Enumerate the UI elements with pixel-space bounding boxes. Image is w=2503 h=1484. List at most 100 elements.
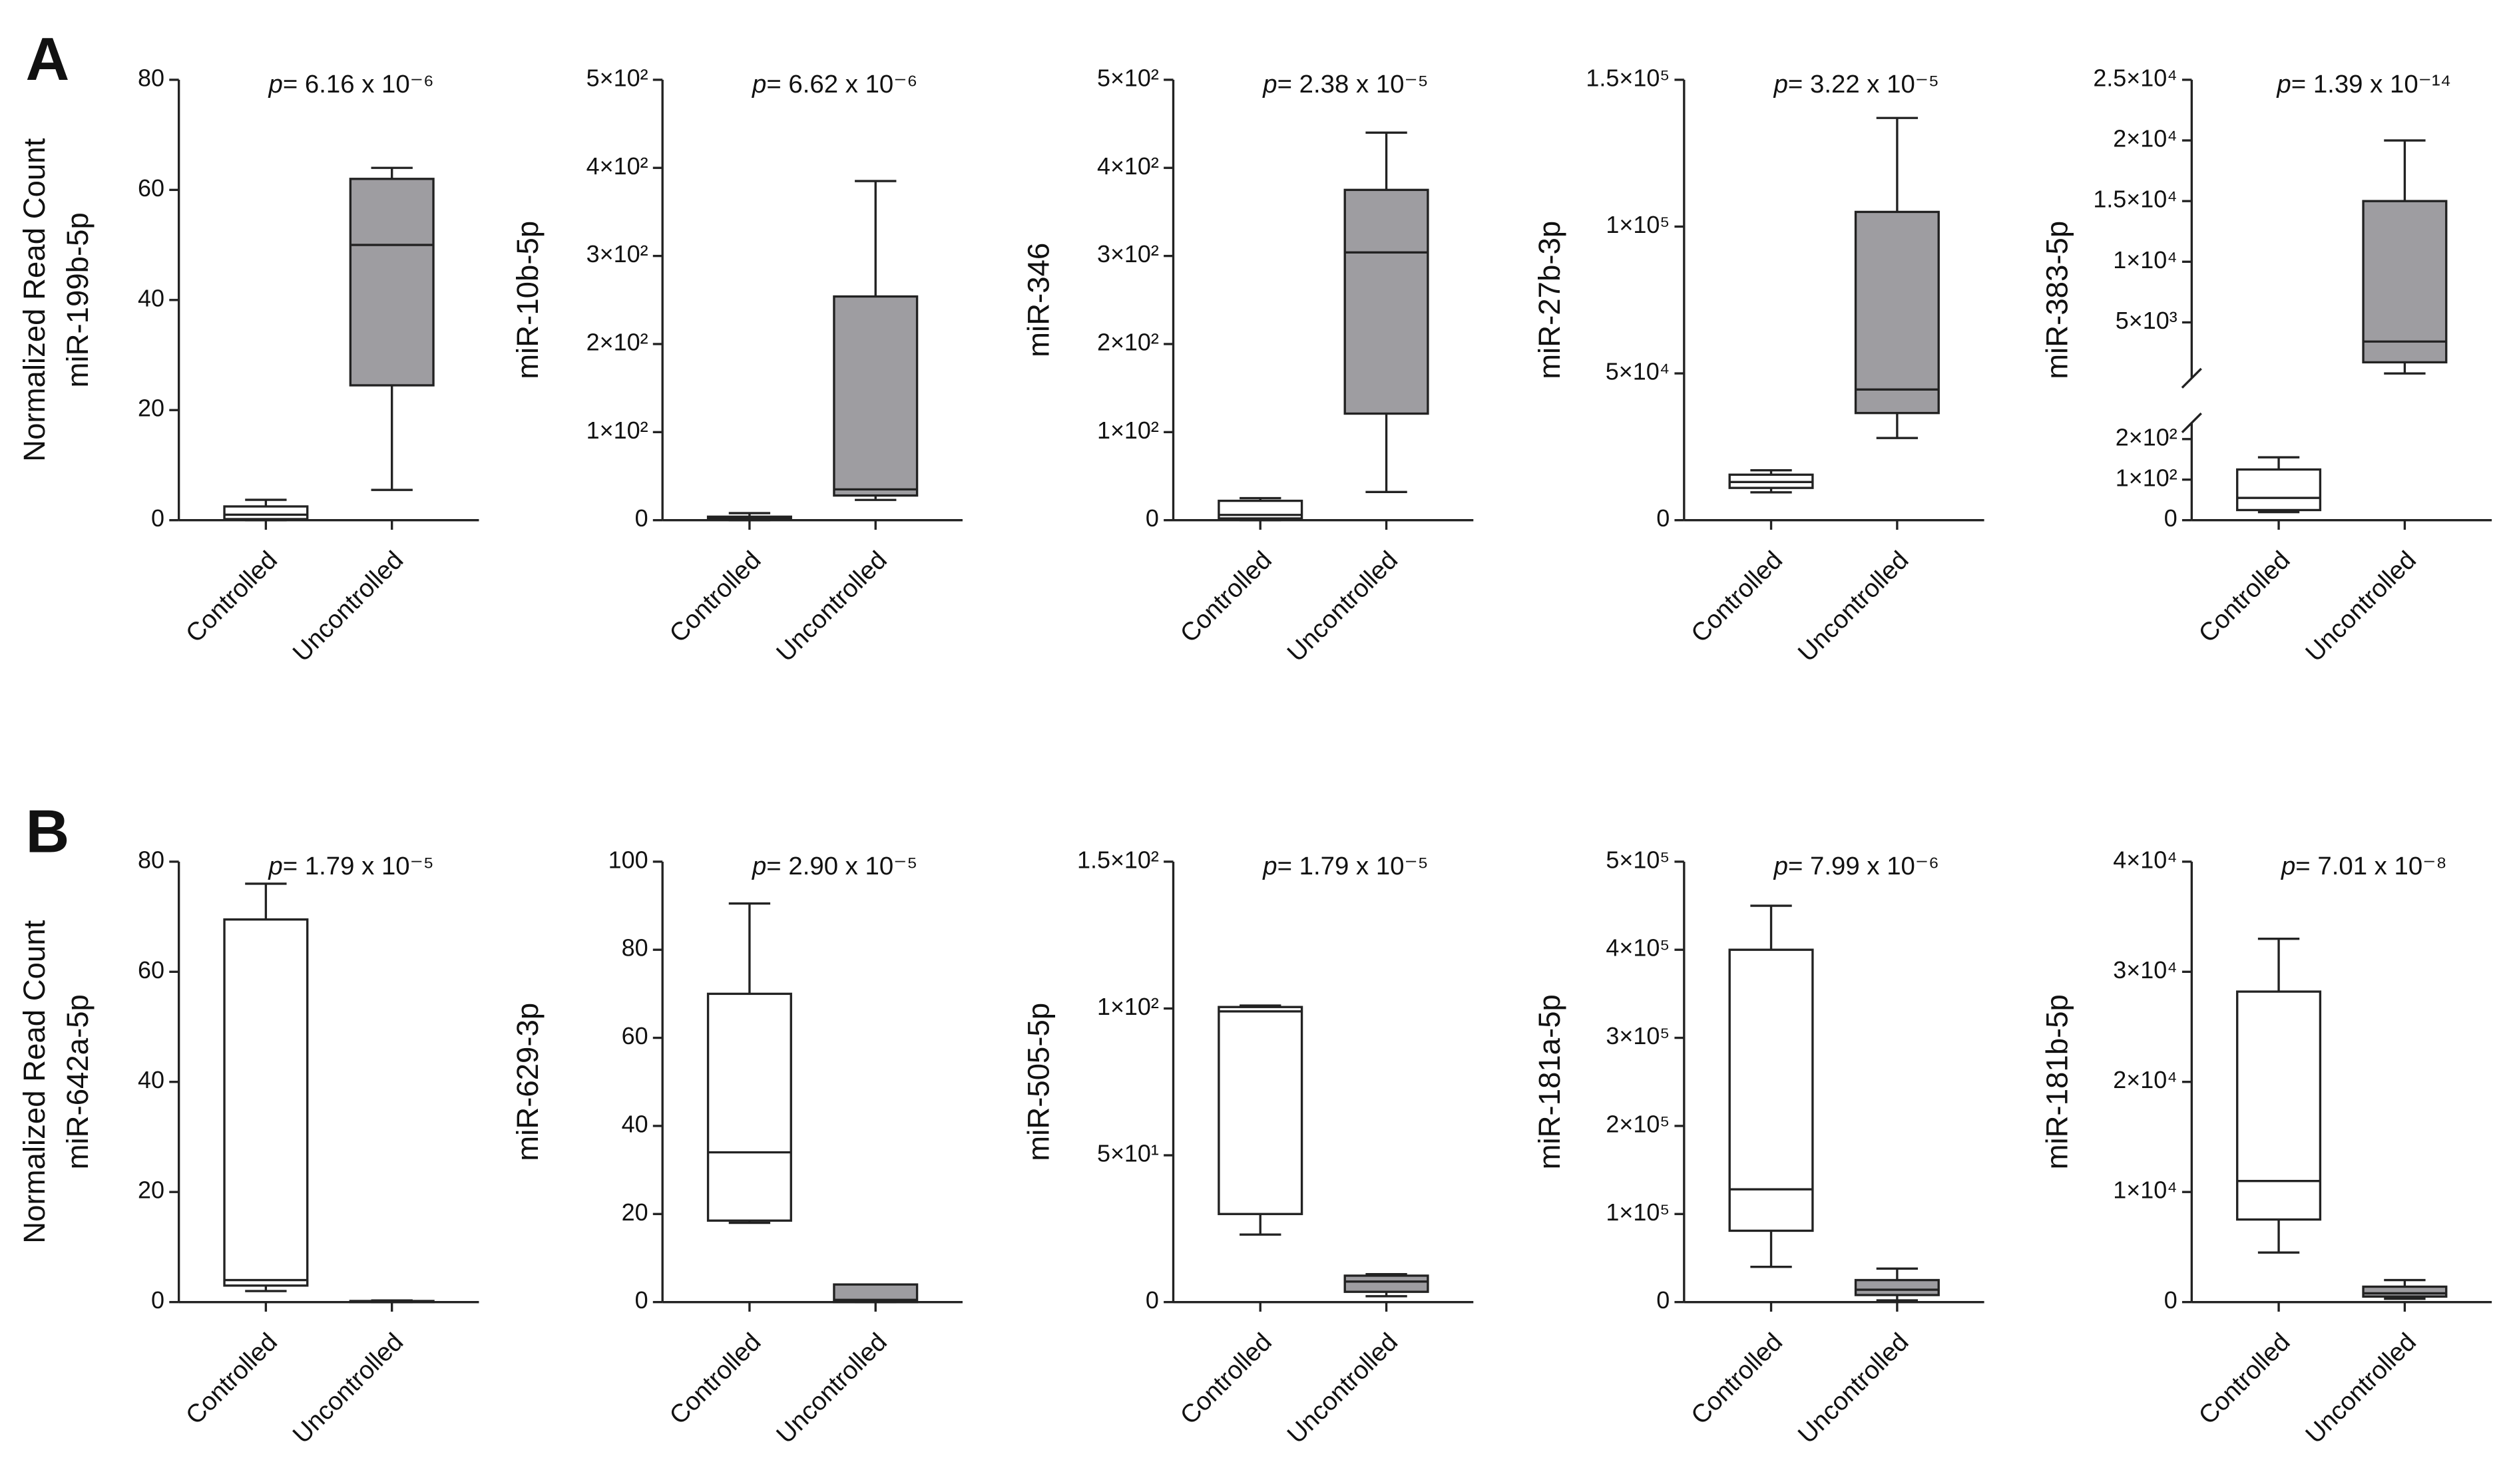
y-tick-label: 0: [635, 1286, 648, 1314]
x-tick-label: Controlled: [2193, 546, 2296, 648]
y-tick-label: 1×10²: [2116, 464, 2177, 491]
y-tick-label: 1.5×10⁵: [1586, 64, 1670, 91]
y-tick-label: 60: [138, 956, 164, 984]
y-tick-label: 0: [151, 504, 164, 532]
p-symbol: p: [1262, 852, 1277, 880]
p-text: = 6.16 x 10⁻⁶: [283, 70, 434, 98]
y-tick-label: 4×10²: [586, 152, 648, 180]
y-tick-label: 1.5×10²: [1077, 846, 1159, 873]
y-tick-label: 40: [138, 1066, 164, 1093]
x-tick-label: Controlled: [664, 546, 766, 648]
x-tick-label: Uncontrolled: [1793, 1328, 1915, 1449]
box: [833, 295, 919, 497]
y-axis-label: miR-346: [1021, 243, 1055, 357]
x-tick-label: Uncontrolled: [1281, 546, 1403, 667]
y-tick-label: 80: [138, 64, 164, 91]
panel-label: B: [25, 798, 69, 865]
box: [349, 178, 435, 387]
y-tick-label: 0: [635, 504, 648, 532]
y-tick-label: 0: [2164, 1286, 2177, 1314]
y-tick-label: 4×10⁴: [2113, 846, 2177, 873]
y-axis-label: miR-629-3p: [511, 1003, 545, 1161]
y-tick-label: 1×10⁵: [1606, 211, 1670, 238]
y-tick-label: 2.5×10⁴: [2093, 64, 2177, 91]
y-axis-label: miR-181a-5p: [1532, 994, 1566, 1169]
box: [1343, 188, 1429, 415]
x-tick-label: Uncontrolled: [288, 1328, 409, 1449]
p-text: = 2.38 x 10⁻⁵: [1277, 70, 1429, 98]
y-axis-label: miR-642a-5p: [61, 994, 95, 1169]
box: [1218, 1006, 1303, 1215]
x-tick-label: Uncontrolled: [771, 1328, 893, 1449]
box: [2362, 200, 2448, 364]
y-tick-label: 1×10⁵: [1606, 1199, 1670, 1226]
y-tick-label: 3×10⁵: [1606, 1022, 1670, 1049]
p-value: p= 2.90 x 10⁻⁵: [752, 852, 917, 880]
p-value: p= 1.39 x 10⁻¹⁴: [2276, 70, 2451, 98]
x-tick-label: Uncontrolled: [1793, 546, 1915, 667]
p-symbol: p: [752, 70, 766, 98]
y-axis-label: miR-505-5p: [1021, 1003, 1055, 1161]
y-tick-label: 3×10²: [586, 240, 648, 268]
y-tick-label: 0: [1146, 1286, 1159, 1314]
y-tick-label: 5×10²: [586, 64, 648, 91]
y-axis-label: miR-181b-5p: [2040, 994, 2074, 1169]
y-tick-label: 2×10⁴: [2113, 125, 2177, 152]
y-tick-label: 3×10⁴: [2113, 956, 2177, 984]
x-tick-label: Controlled: [1175, 1328, 1277, 1430]
x-tick-label: Uncontrolled: [1281, 1328, 1403, 1449]
p-symbol: p: [2276, 70, 2291, 98]
y-axis-label: miR-10b-5p: [511, 221, 545, 379]
p-text: = 6.62 x 10⁻⁶: [766, 70, 917, 98]
y-tick-label: 20: [138, 395, 164, 422]
p-symbol: p: [2281, 852, 2295, 880]
y-axis-label: miR-27b-3p: [1532, 221, 1566, 379]
y-tick-label: 5×10¹: [1097, 1140, 1159, 1167]
p-text: = 2.90 x 10⁻⁵: [766, 852, 917, 880]
x-tick-label: Controlled: [1686, 1328, 1788, 1430]
p-symbol: p: [1262, 70, 1277, 98]
p-symbol: p: [268, 852, 282, 880]
box: [2236, 468, 2322, 512]
y-axis-label: Normalized Read Count: [17, 138, 51, 461]
panel-label: A: [25, 26, 69, 93]
box: [1854, 210, 1940, 415]
y-tick-label: 100: [608, 846, 648, 873]
y-tick-label: 2×10²: [586, 328, 648, 355]
y-tick-label: 80: [138, 846, 164, 873]
y-tick-label: 40: [138, 284, 164, 311]
y-tick-label: 1×10⁴: [2113, 1177, 2177, 1204]
axis-break: [2181, 367, 2202, 389]
y-axis-label: miR-199b-5p: [61, 212, 95, 387]
y-tick-label: 0: [2164, 504, 2177, 532]
y-tick-label: 1×10²: [1097, 417, 1159, 444]
box: [2236, 990, 2322, 1221]
box: [1728, 948, 1814, 1232]
y-tick-label: 0: [1146, 504, 1159, 532]
y-tick-label: 40: [622, 1110, 648, 1137]
p-value: p= 6.62 x 10⁻⁶: [752, 70, 917, 98]
p-text: = 3.22 x 10⁻⁵: [1788, 70, 1939, 98]
y-tick-label: 3×10²: [1097, 240, 1159, 268]
y-tick-label: 2×10⁴: [2113, 1066, 2177, 1093]
x-tick-label: Controlled: [180, 1328, 283, 1430]
y-tick-label: 4×10⁵: [1606, 934, 1670, 962]
p-symbol: p: [268, 70, 282, 98]
x-tick-label: Controlled: [1686, 546, 1788, 648]
y-tick-label: 5×10⁵: [1606, 846, 1670, 873]
y-tick-label: 20: [138, 1177, 164, 1204]
y-axis-label: Normalized Read Count: [17, 920, 51, 1243]
y-tick-label: 60: [622, 1022, 648, 1049]
y-tick-label: 0: [1656, 1286, 1670, 1314]
p-symbol: p: [1773, 852, 1788, 880]
p-text: = 7.01 x 10⁻⁸: [2295, 852, 2446, 880]
p-text: = 1.39 x 10⁻¹⁴: [2291, 70, 2451, 98]
y-tick-label: 5×10⁴: [1606, 358, 1670, 385]
p-text: = 1.79 x 10⁻⁵: [1277, 852, 1429, 880]
y-tick-label: 1×10²: [586, 417, 648, 444]
y-tick-label: 60: [138, 174, 164, 202]
x-tick-label: Controlled: [1175, 546, 1277, 648]
y-axis-label: miR-383-5p: [2040, 221, 2074, 379]
